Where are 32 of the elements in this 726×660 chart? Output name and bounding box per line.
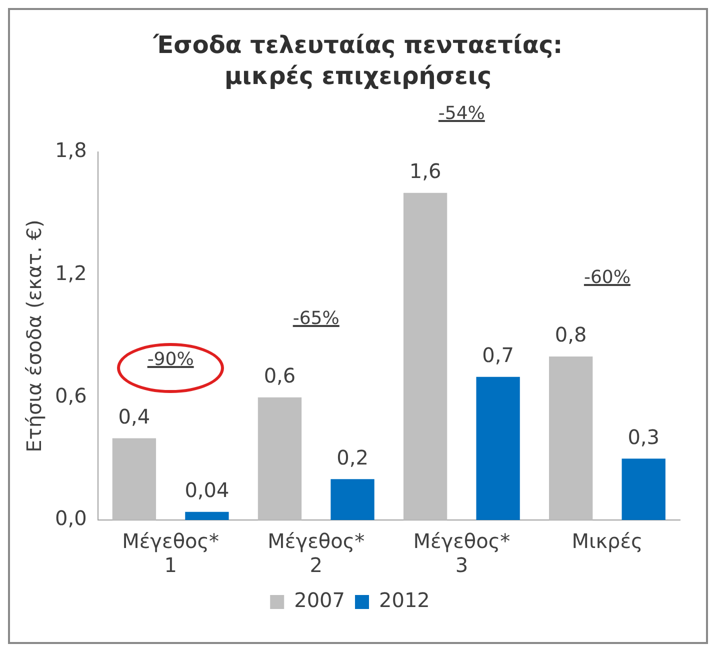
bar [258,398,302,520]
data-label: 0,7 [482,343,514,368]
data-label: 1,6 [409,159,442,184]
data-label: 0,04 [184,478,230,502]
y-tick-label: 1,2 [54,261,87,286]
annotation: -65% [292,308,340,329]
chart-title: Έσοδα τελευταίας πενταετίας: μικρές επιχειρήσεις [152,30,564,92]
legend-label: 2007 [294,588,346,613]
bar [476,377,520,520]
x-tick-label: Μέγεθος* 1 [122,530,220,578]
y-tick-label: 1,8 [54,138,87,163]
y-tick-label: 0,6 [54,384,87,408]
bar [403,193,448,520]
bar [622,459,666,520]
data-label: 0,4 [118,404,150,429]
bar [112,438,156,520]
text: -54% [437,103,486,124]
y-axis-title: Ετήσια έσοδα (εκατ. €) [22,220,46,453]
data-label: 0,8 [554,323,587,348]
y-tick-label: 0,0 [54,506,87,531]
bar [330,479,374,520]
bar [185,512,229,520]
data-label: 0,2 [336,446,368,470]
bar [549,356,593,520]
data-label: 0,3 [628,425,660,450]
annotation: -60% [582,266,632,288]
data-label: 0,6 [264,364,296,388]
annotation: -90% [146,348,195,370]
x-tick-label: Μέγεθος* 3 [413,530,510,578]
x-tick-label: Μικρές [572,530,643,554]
x-tick-label: Μέγεθος* 2 [268,530,365,578]
legend-label: 2012 [379,588,430,613]
